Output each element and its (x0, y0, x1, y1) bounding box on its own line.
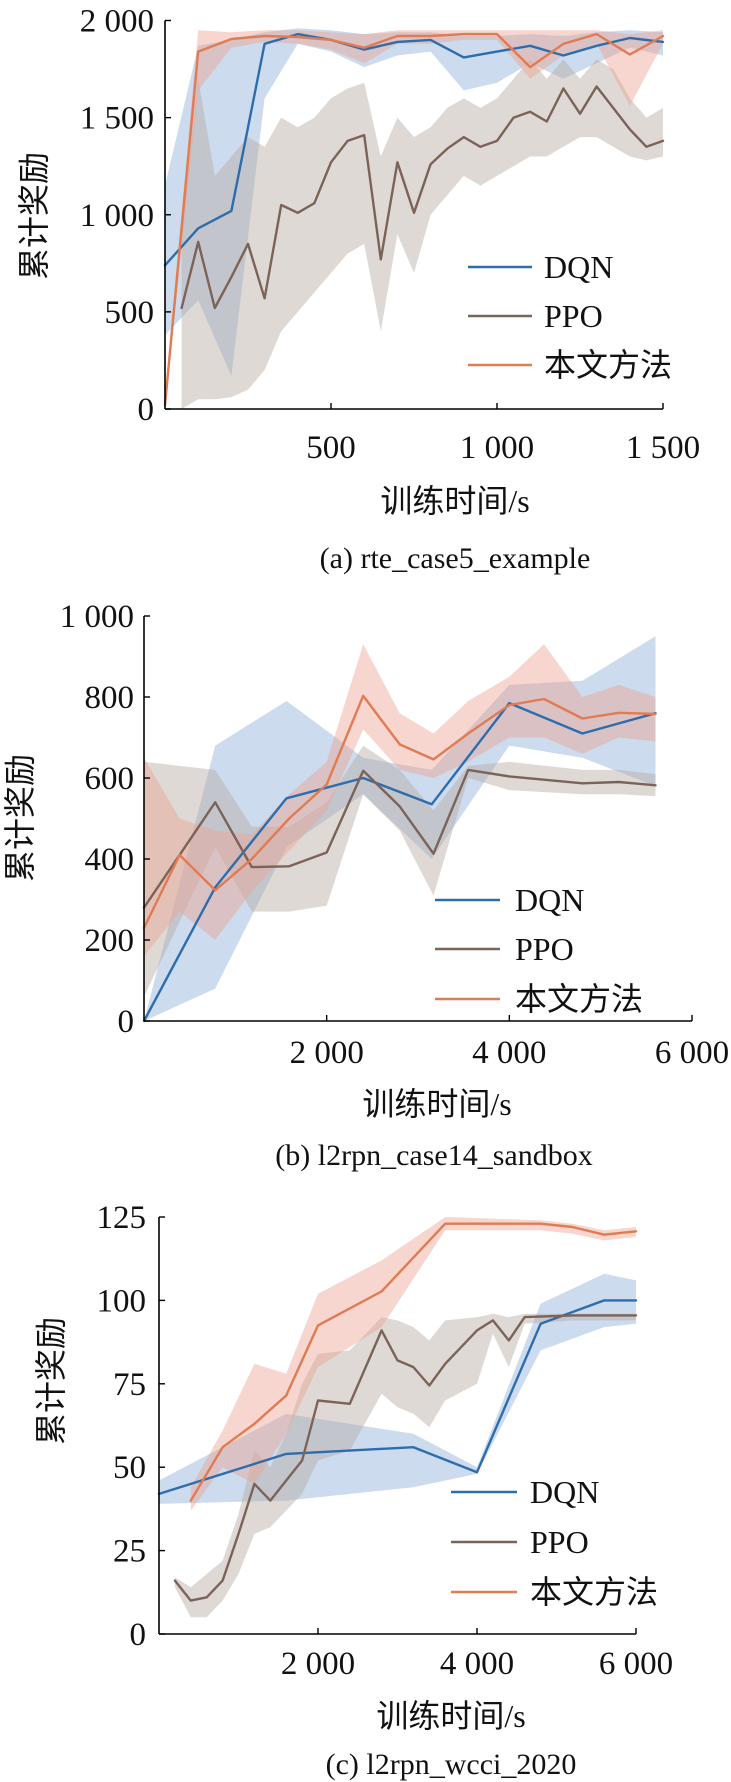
plot-area: 2 000 4 000 6 000 0 200 400 600 800 1 000 (60, 599, 729, 1071)
x-tick-label: 4 000 (440, 1646, 514, 1682)
x-tick-label: 6 000 (655, 1035, 729, 1071)
legend-label-ppo: PPO (544, 298, 603, 334)
proposed-series-line (142, 694, 657, 930)
confidence-bands (159, 1217, 637, 1618)
y-tick-label: 75 (113, 1367, 146, 1403)
x-tick-label: 500 (306, 430, 356, 466)
x-tick-label: 1 000 (460, 430, 534, 466)
y-tick-label: 100 (97, 1283, 147, 1319)
legend-swatches (468, 265, 532, 367)
dqn-series-line (163, 32, 665, 267)
chart-l2rpn-wcci-2020: 2 000 4 000 6 000 0 25 50 75 100 125 累计奖励 训练时间/s… (33, 1200, 673, 1781)
proposed-confidence-band (165, 30, 663, 409)
ppo-confidence-band (174, 1313, 636, 1618)
y-tick-label: 2 000 (80, 4, 154, 40)
legend-label-ppo: PPO (530, 1524, 589, 1560)
y-tick-label: 200 (85, 923, 135, 959)
legend-label-proposed: 本文方法 (544, 347, 672, 383)
axes: 2 000 4 000 6 000 0 25 50 75 100 125 (97, 1200, 674, 1682)
axes: 2 000 4 000 6 000 0 200 400 600 800 1 000 (60, 599, 729, 1071)
y-axis-label: 累计奖励 (2, 754, 38, 882)
x-tick-label: 4 000 (472, 1035, 546, 1071)
legend: DQN PPO 本文方法 (544, 249, 672, 383)
x-axis-label: 训练时间/s (380, 483, 529, 519)
y-tick-label: 800 (85, 680, 135, 716)
proposed-series-line (189, 1222, 638, 1502)
x-axis-label: 训练时间/s (362, 1086, 511, 1122)
legend: DQN PPO 本文方法 (530, 1474, 658, 1610)
y-tick-label: 0 (130, 1617, 147, 1653)
plot-area: 2 000 4 000 6 000 0 25 50 75 100 125 (97, 1200, 674, 1682)
series-lines (163, 32, 665, 407)
chart-caption: (b) l2rpn_case14_sandbox (275, 1139, 592, 1172)
y-tick-label: 125 (97, 1200, 147, 1236)
y-tick-label: 0 (118, 1004, 135, 1040)
y-tick-label: 600 (85, 761, 135, 797)
x-tick-label: 2 000 (281, 1646, 355, 1682)
ppo-series-line (173, 1314, 638, 1602)
chart-caption: (c) l2rpn_wcci_2020 (326, 1748, 577, 1781)
y-tick-label: 500 (105, 295, 155, 331)
proposed-confidence-band (190, 1217, 637, 1511)
confidence-bands (144, 636, 656, 1021)
axes: 500 1 000 1 500 0 500 1 000 1 500 2 000 (80, 4, 700, 467)
legend: DQN PPO 本文方法 (515, 882, 643, 1017)
legend-label-proposed: 本文方法 (530, 1574, 658, 1610)
x-tick-label: 1 500 (626, 430, 700, 466)
ppo-confidence-band (144, 745, 656, 997)
y-tick-label: 400 (85, 842, 135, 878)
y-tick-label: 1 000 (60, 599, 134, 635)
y-axis-label: 累计奖励 (33, 1317, 69, 1445)
chart-rte-case5-example: 500 1 000 1 500 0 500 1 000 1 500 2 000 累计奖励 训练… (16, 4, 700, 576)
dqn-series-line (142, 701, 657, 1023)
proposed-confidence-band (144, 644, 656, 957)
x-axis-label: 训练时间/s (376, 1698, 525, 1734)
chart-l2rpn-case14-sandbox: 2 000 4 000 6 000 0 200 400 600 800 1 000 累计奖励 训… (2, 599, 729, 1172)
x-tick-label: 6 000 (599, 1646, 673, 1682)
legend-label-ppo: PPO (515, 931, 574, 967)
legend-swatches (451, 1490, 517, 1594)
chart-caption: (a) rte_case5_example (320, 542, 591, 575)
ppo-confidence-band (181, 59, 663, 410)
dqn-confidence-band (165, 28, 663, 377)
series-lines (157, 1222, 638, 1602)
dqn-series-line (157, 1299, 638, 1496)
dqn-confidence-band (159, 1273, 636, 1504)
series-lines (142, 694, 657, 1023)
legend-swatches (435, 898, 500, 1001)
ppo-series-line (142, 768, 657, 909)
dqn-confidence-band (144, 636, 656, 1021)
legend-label-proposed: 本文方法 (515, 981, 643, 1017)
y-tick-label: 1 000 (80, 198, 154, 234)
y-tick-label: 1 500 (80, 101, 154, 137)
x-tick-label: 2 000 (290, 1035, 364, 1071)
y-tick-label: 50 (113, 1450, 146, 1486)
y-axis-label: 累计奖励 (16, 152, 52, 280)
proposed-series-line (163, 32, 665, 407)
y-tick-label: 0 (138, 392, 155, 428)
confidence-bands (165, 28, 663, 410)
legend-label-dqn: DQN (515, 882, 584, 918)
plot-area: 500 1 000 1 500 0 500 1 000 1 500 2 000 (80, 4, 700, 467)
ppo-series-line (180, 85, 665, 310)
y-tick-label: 25 (113, 1534, 146, 1570)
legend-label-dqn: DQN (530, 1474, 599, 1510)
legend-label-dqn: DQN (544, 249, 613, 285)
